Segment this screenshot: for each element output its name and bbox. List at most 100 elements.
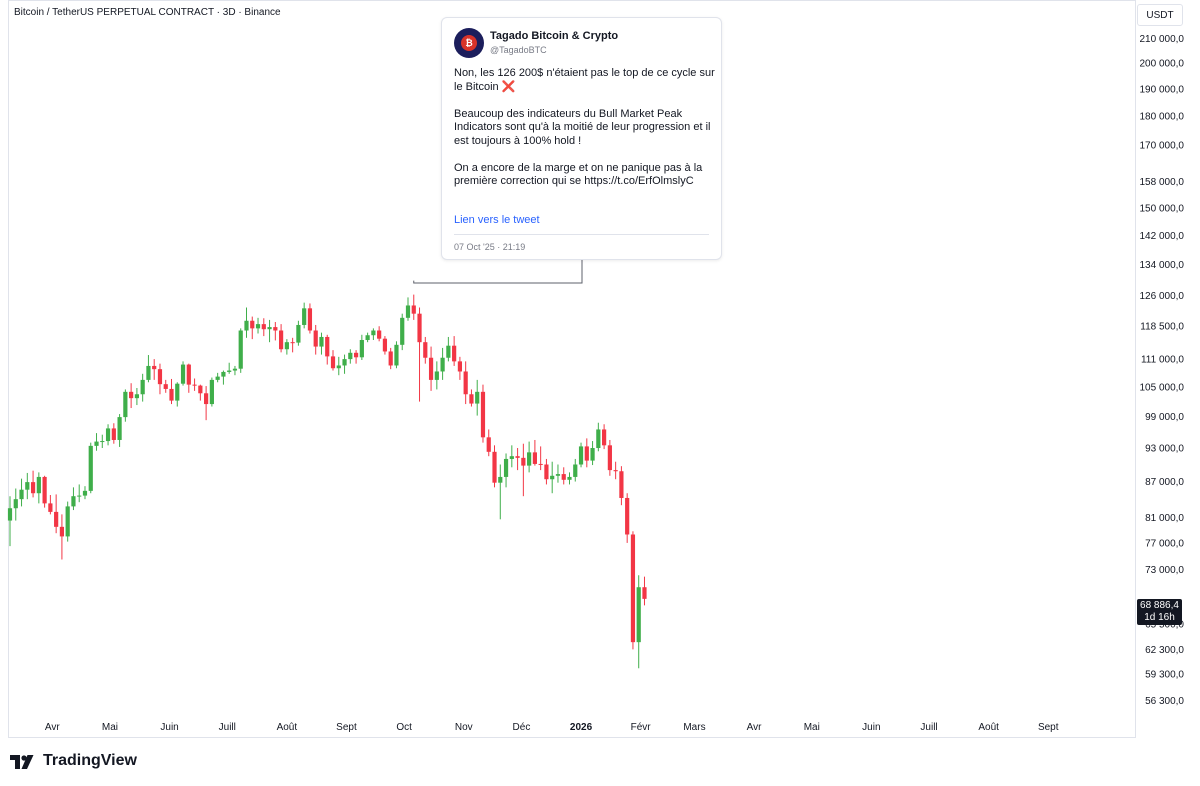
x-tick-label: Oct	[396, 722, 412, 733]
candle-body	[186, 364, 191, 385]
candle-body	[111, 428, 116, 440]
candle-body	[619, 471, 624, 498]
candle-body	[348, 352, 353, 360]
x-tick-label: Sept	[336, 722, 357, 733]
y-tick-label: 142 000,0	[1140, 231, 1185, 242]
candle-body	[209, 379, 214, 405]
candle-body	[405, 305, 411, 318]
y-tick-label: 118 500,0	[1140, 322, 1184, 333]
candle-body	[555, 474, 561, 476]
candle-body	[532, 452, 537, 464]
candle-body	[371, 330, 376, 336]
candle-body	[227, 370, 232, 372]
candle-body	[255, 324, 261, 329]
candle-body	[434, 371, 439, 380]
candle-body	[469, 394, 474, 404]
candle-body	[463, 371, 468, 395]
tradingview-logo-text: TradingView	[43, 752, 137, 769]
tradingview-logo[interactable]: TradingView	[10, 752, 137, 770]
candle-body	[596, 429, 601, 449]
tweet-card: ₿ Tagado Bitcoin & Crypto @TagadoBTC Non…	[441, 17, 722, 260]
candle-body	[573, 464, 578, 477]
x-tick-label: Avr	[747, 722, 762, 733]
x-tick-label: 2026	[570, 722, 593, 733]
candle-body	[100, 441, 105, 443]
y-tick-label: 77 000,0	[1145, 538, 1184, 549]
x-tick-label: Mars	[683, 722, 705, 733]
candle-body	[232, 368, 238, 371]
candle-body	[82, 490, 88, 496]
candle-body	[204, 393, 209, 405]
candle-body	[157, 369, 163, 385]
candle-body	[365, 335, 370, 340]
x-tick-label: Nov	[455, 722, 473, 733]
candle-body	[25, 482, 30, 490]
candle-body	[296, 324, 301, 343]
y-tick-label: 93 000,0	[1145, 444, 1184, 455]
candle-body	[382, 338, 388, 352]
candle-body	[602, 429, 607, 446]
last-price-value: 68 886,4	[1140, 600, 1179, 611]
y-tick-label: 81 000,0	[1145, 513, 1184, 524]
y-tick-label: 59 300,0	[1145, 670, 1184, 681]
candle-body	[71, 496, 76, 507]
candle-body	[290, 342, 295, 344]
x-tick-label: Juin	[862, 722, 880, 733]
y-tick-label: 62 300,0	[1145, 645, 1184, 656]
candle-body	[613, 470, 618, 472]
x-tick-label: Mai	[102, 722, 118, 733]
x-tick-label: Juin	[160, 722, 178, 733]
candle-body	[590, 448, 595, 461]
candle-body	[486, 437, 491, 452]
candle-body	[42, 476, 47, 504]
candle-body	[140, 379, 145, 395]
tweet-date: 07 Oct '25 · 21:19	[454, 242, 526, 252]
x-tick-label: Juill	[219, 722, 236, 733]
candle-body	[302, 308, 307, 325]
y-tick-label: 158 000,0	[1140, 177, 1185, 188]
candle-body	[503, 458, 509, 477]
candle-body	[175, 383, 180, 401]
bar-countdown: 1d 16h	[1144, 612, 1175, 623]
currency-selector[interactable]: USDT	[1137, 4, 1183, 26]
candle-body	[169, 388, 174, 401]
candle-body	[215, 376, 220, 380]
candle-body	[428, 357, 434, 380]
candle-body	[77, 495, 82, 497]
candle-body	[244, 320, 249, 331]
candle-body	[342, 359, 347, 366]
candle-body	[250, 320, 255, 329]
y-tick-label: 105 000,0	[1140, 383, 1185, 394]
candle-body	[359, 339, 364, 358]
y-tick-label: 180 000,0	[1140, 112, 1185, 123]
candle-body	[521, 457, 526, 466]
candle-body	[642, 587, 647, 599]
candle-body	[607, 445, 612, 471]
candle-body	[238, 330, 243, 369]
candle-body	[273, 327, 278, 331]
y-tick-label: 56 300,0	[1145, 696, 1184, 707]
candle-body	[152, 365, 157, 370]
candle-body	[307, 308, 313, 331]
y-tick-label: 150 000,0	[1140, 203, 1185, 214]
candle-body	[353, 352, 359, 358]
x-tick-label: Juill	[920, 722, 937, 733]
candle-body	[330, 356, 336, 369]
candle-body	[54, 511, 59, 527]
candle-body	[278, 330, 284, 350]
candle-body	[123, 391, 128, 418]
tweet-avatar: ₿	[454, 28, 484, 58]
candle-body	[313, 330, 318, 347]
candle-body	[630, 534, 636, 643]
x-tick-label: Févr	[631, 722, 652, 733]
candle-body	[550, 475, 555, 480]
tweet-link[interactable]: Lien vers le tweet	[454, 214, 540, 226]
tradingview-logo-icon	[10, 755, 34, 769]
tweet-annotation-line	[413, 260, 583, 284]
candle-body	[13, 499, 18, 509]
candle-body	[129, 391, 134, 399]
candle-body	[475, 391, 480, 404]
chart-plot-frame[interactable]	[8, 0, 1136, 738]
y-tick-label: 111 000,0	[1141, 355, 1184, 366]
